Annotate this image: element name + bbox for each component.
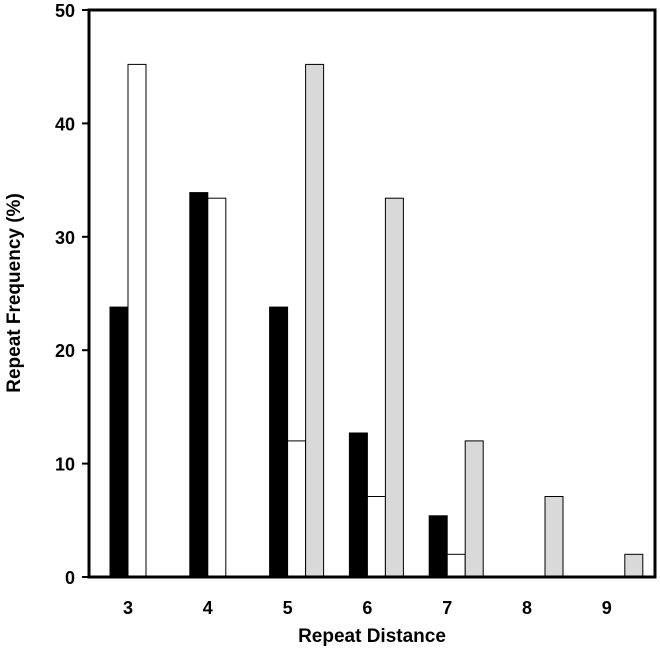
bar-series-3-7 — [464, 440, 484, 578]
x-axis-label: Repeat Distance — [298, 626, 446, 647]
bar-series-1-7 — [428, 515, 448, 578]
bar-series-2-4 — [207, 197, 227, 578]
plot-frame — [87, 8, 657, 579]
y-axis-label: Repeat Frequency (%) — [4, 193, 25, 393]
bar-series-2-3 — [127, 63, 147, 578]
y-tick-label: 10 — [55, 455, 75, 475]
bar-series-1-5 — [269, 306, 289, 578]
x-tick-label: 6 — [362, 598, 372, 618]
bar-series-1-3 — [109, 306, 129, 578]
x-tick-label: 7 — [442, 598, 452, 618]
x-tick-label: 8 — [522, 598, 532, 618]
bar-series-2-7 — [446, 553, 466, 578]
y-tick-label: 30 — [55, 228, 75, 248]
bar-series-1-6 — [348, 432, 368, 578]
y-tick-label: 20 — [55, 341, 75, 361]
x-tick-label: 9 — [602, 598, 612, 618]
y-tick-label: 50 — [55, 1, 75, 21]
y-tick-label: 0 — [65, 568, 75, 588]
x-axis-ticks: 3 4 5 6 7 8 9 — [123, 598, 612, 618]
bar-series-1-4 — [189, 192, 209, 578]
y-tick-label: 40 — [55, 114, 75, 134]
bar-series-3-6 — [384, 197, 404, 578]
bar-series-2-6 — [366, 496, 386, 578]
bar-series-2-5 — [287, 440, 307, 578]
x-tick-label: 3 — [123, 598, 133, 618]
y-axis-ticks: 0 10 20 30 40 50 — [55, 1, 89, 588]
bar-series-3-9 — [624, 553, 644, 578]
x-tick-label: 5 — [283, 598, 293, 618]
bar-series-3-5 — [305, 63, 325, 578]
bar-series-3-8 — [544, 496, 564, 578]
bars-group — [109, 63, 644, 578]
x-tick-label: 4 — [203, 598, 213, 618]
